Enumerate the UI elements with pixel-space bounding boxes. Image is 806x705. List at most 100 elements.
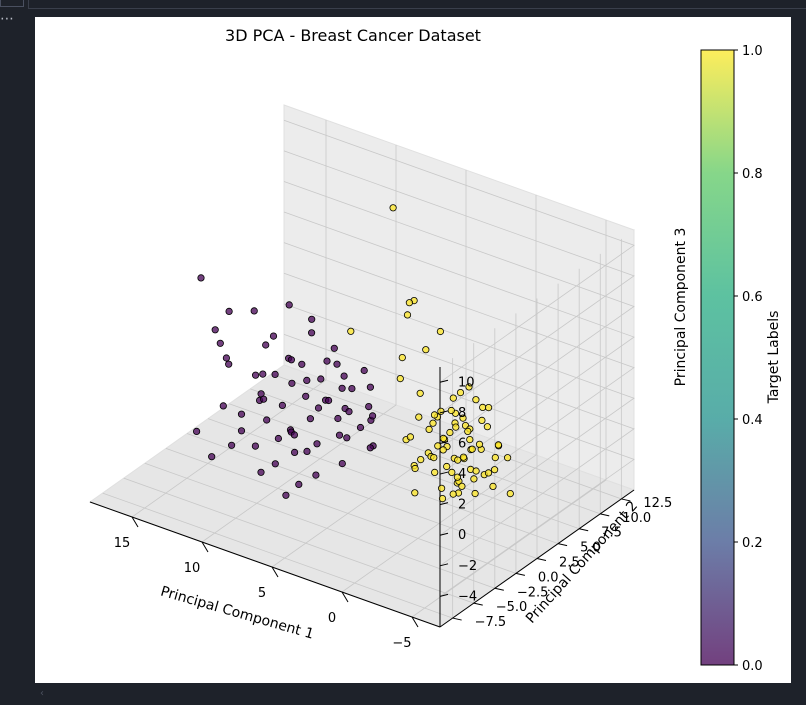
data-point-target-0 [343, 434, 351, 442]
data-point-target-1 [434, 442, 442, 450]
data-point-target-0 [365, 402, 373, 411]
data-point-target-0 [271, 460, 279, 468]
data-point-target-0 [225, 307, 233, 315]
grid-line-z [283, 303, 635, 567]
grid-line-x [411, 220, 607, 618]
data-point-target-1 [459, 453, 468, 461]
colorbar-tick-label: 0.8 [742, 167, 763, 182]
data-point-target-1 [452, 423, 460, 431]
data-point-target-1 [416, 389, 424, 397]
x-tick-mark [411, 616, 419, 628]
data-point-target-0 [295, 480, 303, 488]
data-point-target-0 [225, 360, 233, 368]
data-point-target-0 [260, 395, 268, 403]
data-point-target-1 [470, 475, 478, 483]
data-point-target-1 [468, 445, 476, 453]
data-point-target-0 [271, 370, 279, 378]
y-tick-mark [473, 602, 483, 606]
y-tick-label: 12.5 [643, 496, 672, 511]
grid-line-x [131, 120, 327, 518]
z-tick-mark [439, 471, 449, 475]
data-point-target-1 [458, 482, 466, 490]
axes-panes [88, 104, 636, 628]
data-point-target-1 [406, 433, 414, 441]
colorbar-tick-label: 0.0 [742, 659, 763, 674]
scroll-left-arrow[interactable]: ‹ [40, 688, 44, 699]
scatter-points [193, 204, 514, 503]
data-point-target-0 [298, 360, 306, 368]
x-tick-label: 5 [258, 586, 266, 601]
data-point-target-1 [466, 435, 474, 444]
data-point-target-0 [338, 459, 346, 468]
more-options-icon[interactable]: ⋯ [0, 11, 15, 27]
z-tick-mark [439, 440, 449, 444]
data-point-target-0 [278, 401, 286, 409]
data-point-target-0 [330, 344, 338, 352]
x-tick-label: 15 [114, 536, 131, 551]
z-tick-label: 4 [458, 467, 466, 482]
x-tick-mark [131, 516, 139, 528]
data-point-target-1 [479, 403, 487, 411]
data-point-target-0 [193, 427, 201, 435]
data-point-target-1 [472, 467, 480, 475]
data-point-target-1 [439, 434, 447, 442]
figure-canvas: −5 0 5 10 15 −7.5 −5.0 −2.5 0.0 2.5 5.0 7.5 10.0 12.5… [35, 17, 791, 683]
data-point-target-0 [308, 315, 316, 323]
data-point-target-1 [422, 346, 430, 354]
data-point-target-1 [465, 383, 473, 391]
data-point-target-1 [389, 204, 397, 212]
data-point-target-1 [398, 353, 406, 362]
data-point-target-1 [411, 489, 419, 497]
data-point-target-0 [222, 354, 230, 362]
x-tick-mark [271, 566, 279, 578]
data-point-target-1 [438, 494, 447, 503]
data-point-target-1 [483, 423, 491, 431]
data-point-target-0 [324, 396, 333, 405]
colorbar-tick-label: 0.2 [742, 536, 763, 551]
data-point-target-1 [478, 416, 486, 424]
data-point-target-0 [288, 379, 296, 387]
data-point-target-0 [282, 491, 290, 499]
data-point-target-1 [447, 406, 455, 415]
pca-3d-scatter-plot: −5051015−7.5−5.0−2.50.02.55.07.510.012.5… [88, 26, 782, 674]
data-point-target-0 [333, 360, 341, 368]
data-point-target-1 [396, 374, 404, 383]
data-point-target-0 [334, 414, 342, 423]
z-tick-label: −4 [458, 589, 477, 604]
data-point-target-1 [490, 466, 499, 474]
data-point-target-1 [443, 462, 451, 471]
tick-labels: −5 0 5 10 15 −7.5−5.0−2.50.02.55.07.510.012.5… [114, 375, 673, 651]
data-point-target-1 [429, 419, 437, 427]
x-tick-mark [341, 591, 349, 603]
data-point-target-1 [437, 484, 446, 492]
data-point-target-0 [323, 357, 331, 365]
data-point-target-0 [237, 410, 246, 418]
data-point-target-1 [415, 413, 423, 421]
y-tick-mark [579, 528, 589, 532]
data-point-target-1 [449, 490, 457, 498]
data-point-target-1 [453, 473, 461, 481]
data-point-target-0 [306, 415, 314, 423]
data-point-target-0 [335, 431, 344, 439]
data-point-target-0 [313, 440, 321, 448]
data-point-target-1 [449, 394, 457, 402]
data-point-target-0 [366, 383, 374, 391]
grid-line-z [283, 119, 635, 383]
data-point-target-0 [290, 431, 298, 439]
colorbar [700, 49, 735, 666]
data-point-target-1 [437, 407, 445, 415]
data-point-target-1 [403, 311, 412, 319]
data-point-target-1 [506, 489, 514, 498]
grid-line-z [283, 272, 635, 536]
data-point-target-0 [269, 332, 278, 340]
data-point-target-0 [360, 366, 368, 375]
data-point-target-0 [345, 407, 353, 416]
data-point-target-0 [259, 370, 267, 378]
data-point-target-0 [285, 301, 293, 309]
grid-line-z [283, 150, 635, 414]
z-tick-mark [439, 502, 449, 506]
data-point-target-0 [237, 427, 246, 435]
data-point-target-0 [314, 404, 323, 412]
data-point-target-1 [456, 388, 465, 397]
data-point-target-0 [356, 423, 365, 432]
